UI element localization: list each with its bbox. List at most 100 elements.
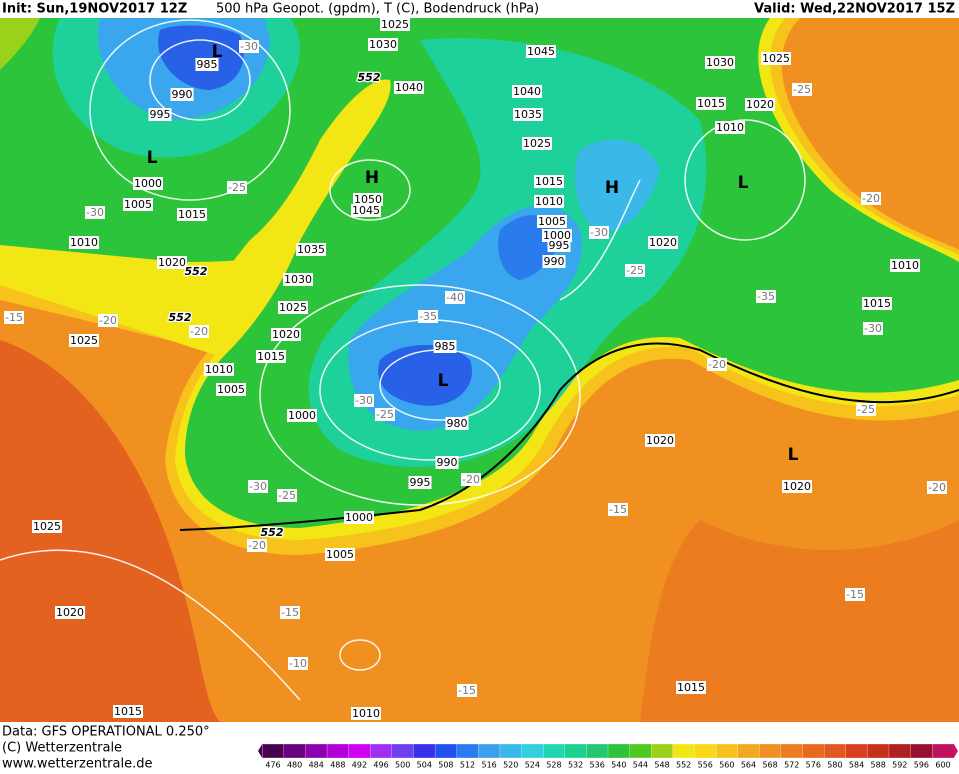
label-background [513,108,543,121]
label-group: 1005 [216,383,246,396]
isobar-label: 985 [197,58,218,71]
label-background [645,434,675,447]
colorbar-swatch [283,743,307,759]
colorbar-label: 480 [287,761,302,770]
label-group: 1015 [256,350,286,363]
isobar-label: 1010 [891,259,919,272]
field-dark-blue [378,345,472,406]
label-group: 1020 [157,256,187,269]
label-background [534,175,564,188]
label-group: -20 [98,314,118,327]
label-group: 1025 [278,301,308,314]
colorbar-label: 576 [806,761,821,770]
isobar-label: 1015 [178,208,206,221]
label-background [461,473,481,486]
label-group: -15 [457,684,477,697]
isobar-label: 1015 [257,350,285,363]
isobar-label: 1025 [381,18,409,31]
pressure-center: L [788,445,799,465]
colorbar-label: 492 [352,761,367,770]
temperature-label: -25 [857,403,875,416]
label-group: 1000 [344,511,374,524]
temperature-label: -25 [278,489,296,502]
label-group: 995 [408,476,432,489]
label-group: 1025 [69,334,99,347]
geopotential-label: 552 [169,311,192,324]
field-red [0,340,220,722]
isobar-label: 1005 [124,198,152,211]
label-group: -20 [707,358,727,371]
label-background [148,108,172,121]
label-background [170,88,194,101]
isobar-label: 1005 [326,548,354,561]
isobar-label: 1040 [395,81,423,94]
colorbar-label: 520 [503,761,518,770]
label-group: 1040 [394,81,424,94]
data-source: Data: GFS OPERATIONAL 0.250° [2,725,210,740]
isobar-label: 1020 [783,480,811,493]
label-background [522,137,552,150]
map [0,18,959,722]
label-group: 1045 [526,45,556,58]
colorbar-label: 512 [460,761,475,770]
isobar-label: 980 [447,417,468,430]
label-background [353,193,383,206]
label-group: 995 [547,239,571,252]
field-red [640,520,959,722]
label-background [445,417,469,430]
isobar-label: 1020 [158,256,186,269]
label-background [433,340,457,353]
isobar-label: 990 [172,88,193,101]
label-background [890,259,920,272]
colorbar-label: 488 [330,761,345,770]
isobar-label: 1015 [697,97,725,110]
label-group: 1000 [133,177,163,190]
colorbar-label: 500 [395,761,410,770]
colorbar-end [258,744,263,758]
isobar-label: 1045 [527,45,555,58]
label-background [296,243,326,256]
temperature-label: -15 [609,503,627,516]
label-group: -15 [280,606,300,619]
isobar [339,639,381,671]
geopotential-552-line [179,342,959,531]
label-background [927,481,947,494]
colorbar-label: 584 [849,761,864,770]
label-group: 990 [435,456,459,469]
label-group: -25 [856,403,876,416]
label-background [457,684,477,697]
temperature-label: -15 [458,684,476,697]
label-group: 1010 [534,195,564,208]
colorbar-swatch [543,743,566,759]
label-group: 1000 [287,409,317,422]
temperature-label: -20 [99,314,117,327]
label-group: 985 [195,58,219,71]
isobar-label: 1030 [706,56,734,69]
label-group: -35 [756,290,776,303]
colorbar-swatch [715,743,739,759]
temperature-label: -30 [249,480,267,493]
label-background [542,229,572,242]
pressure-center: H [365,168,379,188]
temperature-label: -15 [5,311,23,324]
temperature-label: -30 [355,394,373,407]
label-background [375,408,395,421]
pressure-center: L [738,173,749,193]
temperature-label: -10 [289,657,307,670]
label-group: 990 [170,88,194,101]
label-background [676,681,706,694]
label-background [287,409,317,422]
temperature-label: -20 [248,539,266,552]
label-background [705,56,735,69]
isobar-label: 1020 [56,606,84,619]
isobar [684,119,806,241]
label-background [351,204,381,217]
label-group: -15 [845,588,865,601]
label-group: 1025 [380,18,410,31]
isobar-label: 1040 [513,85,541,98]
isobar [0,549,301,701]
label-group: 1005 [123,198,153,211]
label-group: 1035 [513,108,543,121]
colorbar-end [953,744,958,758]
